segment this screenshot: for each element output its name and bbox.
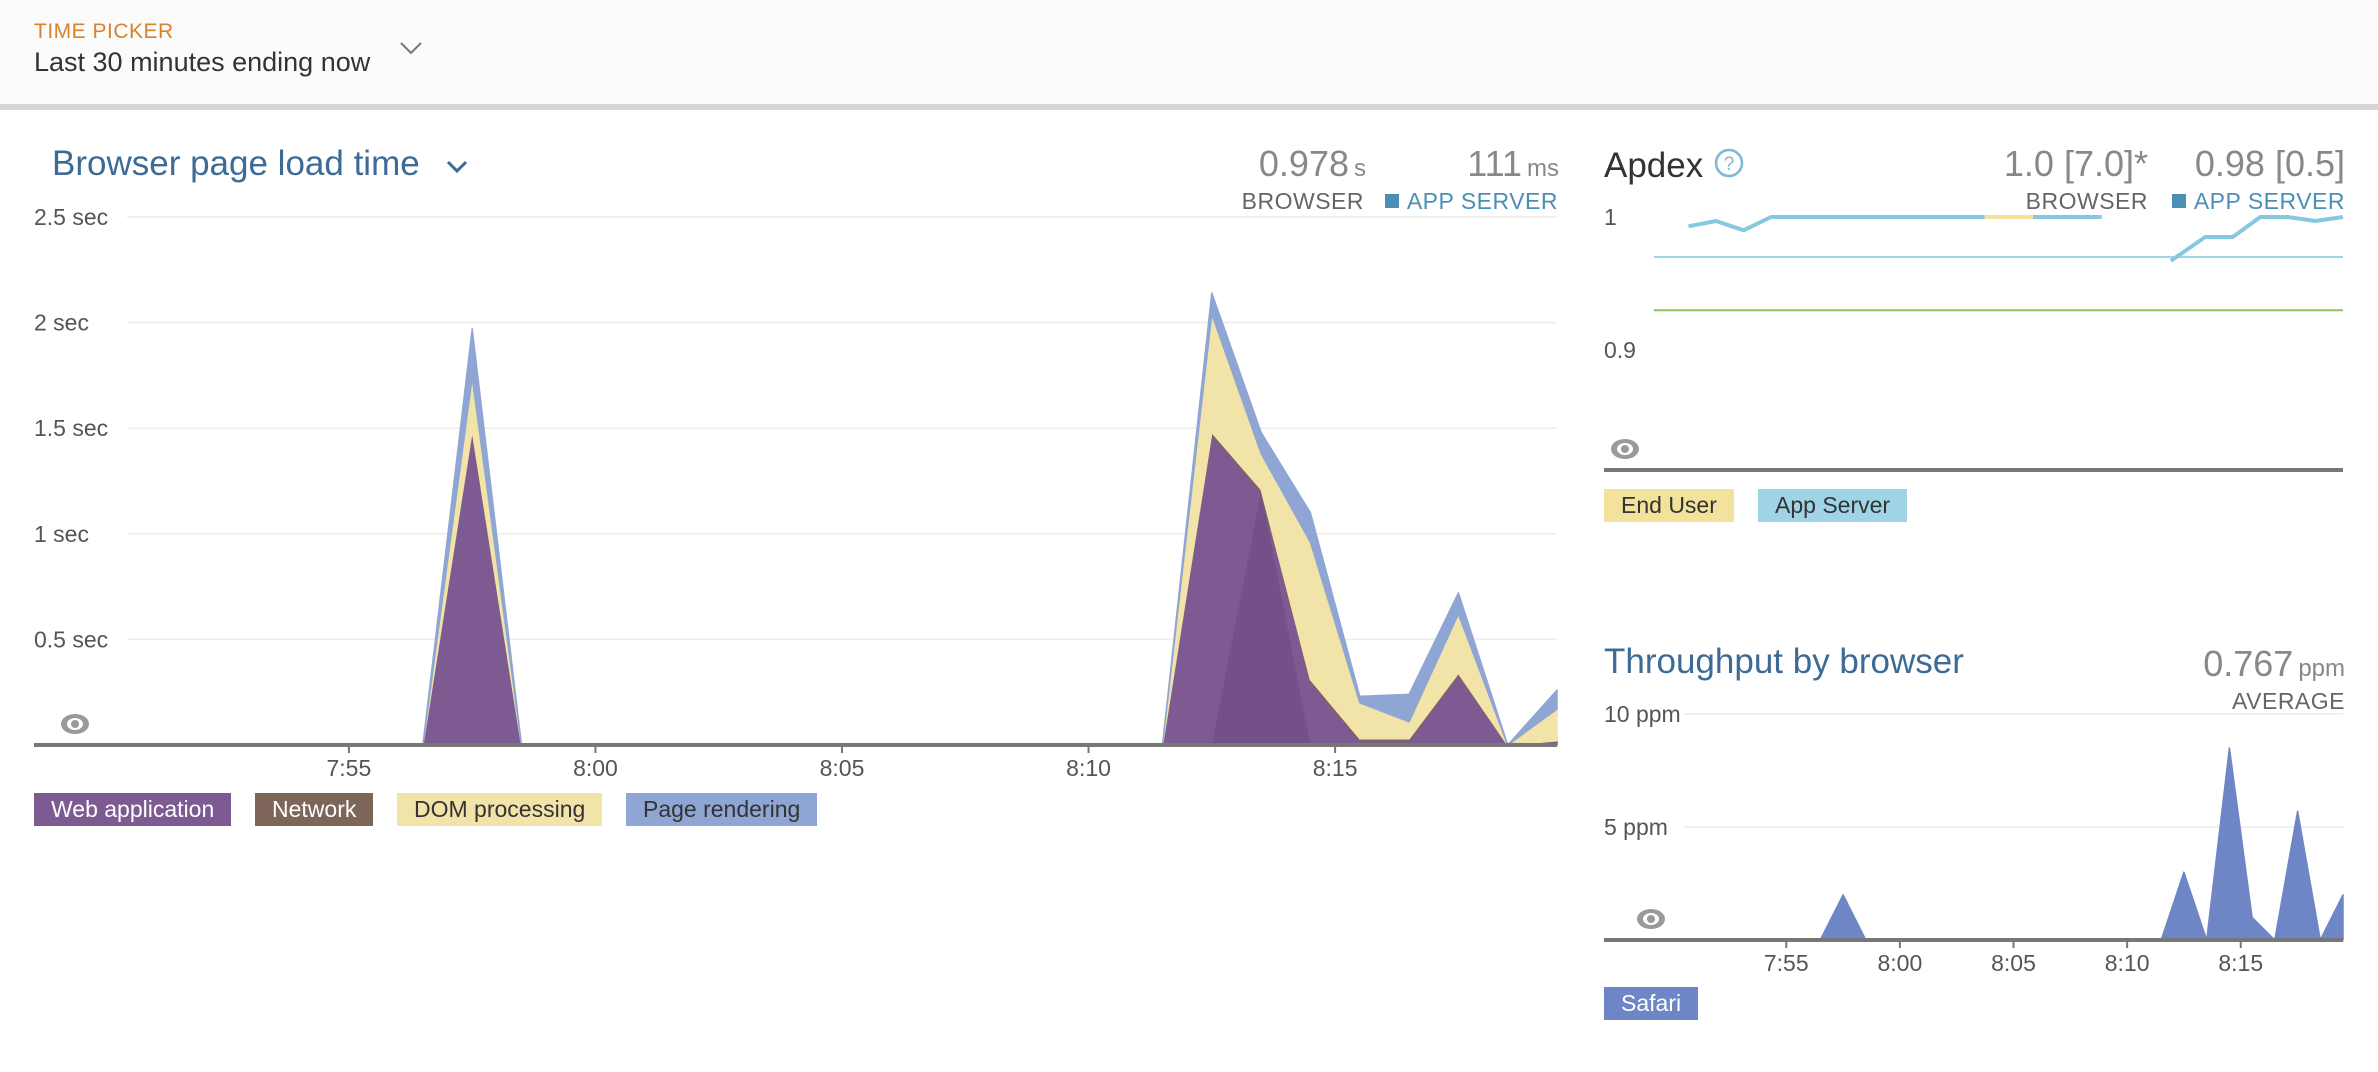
apdex-browser-label: BROWSER [2025,188,2148,214]
y-tick-label: 1.5 sec [34,415,108,441]
x-tick-label: 8:05 [820,755,865,781]
x-tick-label: 8:00 [573,755,618,781]
eye-icon[interactable] [1610,438,1640,460]
x-tick-label: 7:55 [1764,950,1809,976]
x-tick-label: 8:10 [2105,950,2150,976]
series-area-dom-processing [126,313,1558,746]
app-server-load-value: 111 ms [1467,143,1559,184]
series-swatch [2171,194,2186,208]
y-tick-label: 1 [1604,204,1617,230]
y-tick-label: 10 ppm [1604,701,1681,727]
y-tick-label: 5 ppm [1604,814,1668,840]
y-tick-label: 1 sec [34,521,89,547]
time-picker-label: TIME PICKER [34,20,174,43]
apdex-app-server-label[interactable]: APP SERVER [2171,188,2345,215]
apdex-app-server-value: 0.98 [0.5] [2194,143,2345,184]
browser-load-value: 0.978 s [1258,143,1366,184]
x-tick-label: 8:05 [1991,950,2036,976]
svg-text:?: ? [1724,154,1735,175]
app-server-load-label[interactable]: APP SERVER [1384,188,1558,215]
series-swatch [1384,194,1399,208]
legend-item-safari[interactable]: Safari [1604,987,1699,1020]
series-area-safari [1683,747,2344,941]
time-picker-value[interactable]: Last 30 minutes ending now [34,47,371,77]
chevron-down-icon[interactable] [398,38,424,58]
throughput-average-value: 0.767 ppm [2203,643,2345,684]
legend-item-end-user[interactable]: End User [1604,489,1734,522]
legend-item-page-rendering[interactable]: Page rendering [626,793,818,826]
series-line-app-server [1688,215,1985,233]
apdex-chart: 10.9 [1604,204,2344,472]
eye-icon[interactable] [60,713,90,735]
legend-item-web-application[interactable]: Web application [34,793,232,826]
y-tick-label: 2 sec [34,310,89,336]
y-tick-label: 2.5 sec [34,204,108,230]
x-tick-label: 8:10 [1066,755,1111,781]
x-tick-label: 8:15 [1313,755,1358,781]
apdex-browser-value: 1.0 [7.0]* [2003,143,2148,184]
browser-load-label: BROWSER [1241,188,1364,214]
x-tick-label: 7:55 [327,755,372,781]
series-area-page-rendering [126,292,1558,746]
legend-item-app-server[interactable]: App Server [1758,489,1908,522]
eye-icon[interactable] [1636,908,1666,930]
y-tick-label: 0.9 [1604,337,1636,363]
throughput-title: Throughput by browser [1604,642,1964,681]
y-tick-label: 0.5 sec [34,626,108,652]
load-time-title[interactable]: Browser page load time [52,144,420,183]
throughput-chart: 10 ppm 5 ppm 7:55 8:00 8:05 8:10 8:15 [1604,701,2344,976]
x-tick-label: 8:00 [1877,950,1922,976]
apdex-title: Apdex [1604,146,1704,185]
legend-item-dom-processing[interactable]: DOM processing [397,793,603,826]
time-picker-bar: TIME PICKER Last 30 minutes ending now [0,0,2378,110]
legend-item-network[interactable]: Network [255,793,374,826]
throughput-average-label: AVERAGE [2232,688,2345,714]
chevron-down-icon[interactable] [445,158,469,176]
x-tick-label: 8:15 [2218,950,2263,976]
overlay-area [1211,491,1311,745]
load-time-chart: 2.5 sec 2 sec 1.5 sec 1 sec 0.5 sec 7:55 8:00 8… [34,204,1558,781]
help-icon[interactable]: ? [1714,148,1744,178]
series-line-app-server [2169,215,2344,263]
